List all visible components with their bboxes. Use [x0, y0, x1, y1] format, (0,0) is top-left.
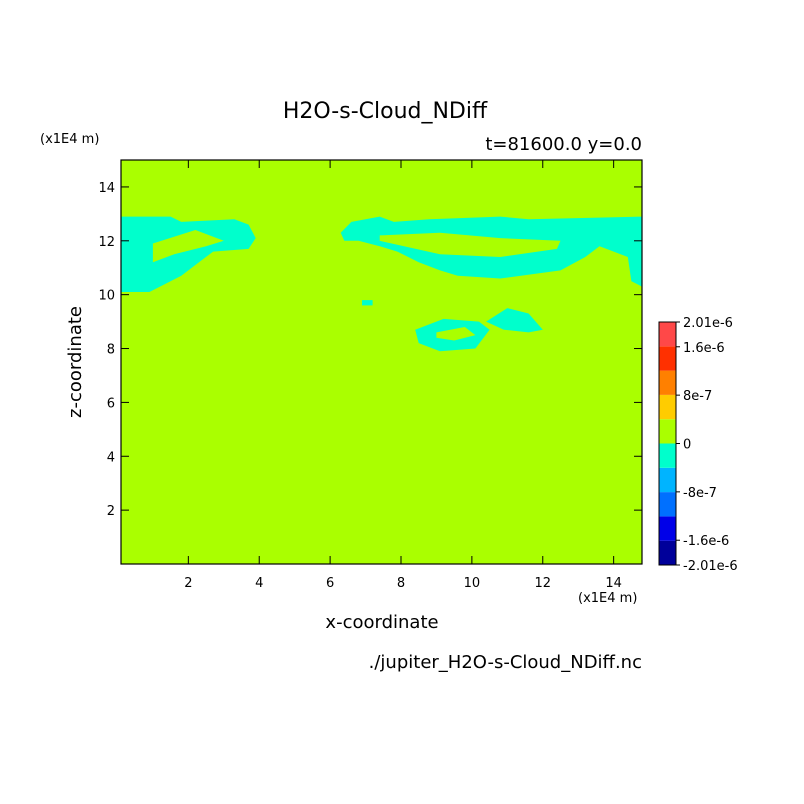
colorbar-label: -2.01e-6 [683, 559, 738, 574]
y-tick-label: 6 [107, 396, 115, 411]
colorbar-label: -8e-7 [683, 486, 717, 501]
colorbar-band [659, 370, 676, 395]
x-tick-label: 2 [184, 576, 192, 591]
colorbar-band [659, 346, 676, 371]
y-tick-label: 12 [98, 235, 115, 250]
colorbar-band [659, 516, 676, 541]
y-tick-label: 8 [107, 343, 115, 358]
chart-title: H2O-s-Cloud_NDiff [283, 99, 488, 124]
file-name: ./jupiter_H2O-s-Cloud_NDiff.nc [369, 652, 642, 673]
chart-subtitle: t=81600.0 y=0.0 [485, 134, 642, 155]
x-tick-label: 8 [397, 576, 405, 591]
y-tick-label: 10 [98, 289, 115, 304]
contour-region [152, 230, 224, 263]
colorbar-label: 0 [683, 438, 691, 453]
colorbar-band [659, 443, 676, 468]
colorbar-label: 8e-7 [683, 389, 712, 404]
y-axis-label: z-coordinate [65, 306, 86, 418]
colorbar-label: 1.6e-6 [683, 341, 725, 356]
x-tick-label: 14 [605, 576, 622, 591]
x-axis-label: x-coordinate [325, 612, 438, 633]
colorbar-band [659, 419, 676, 444]
colorbar-band [659, 394, 676, 420]
colorbar-band [659, 467, 676, 493]
y-tick-label: 14 [98, 181, 115, 196]
colorbar-band [659, 492, 676, 517]
x-unit: (x1E4 m) [578, 591, 637, 606]
colorbar-label: 2.01e-6 [683, 316, 733, 331]
contour-region [436, 327, 476, 341]
y-unit: (x1E4 m) [40, 132, 99, 147]
y-tick-label: 4 [107, 450, 115, 465]
contour-region [121, 216, 256, 292]
x-tick-label: 6 [326, 576, 334, 591]
contour-region [362, 300, 373, 306]
x-tick-label: 4 [255, 576, 263, 591]
plot-frame [120, 159, 643, 565]
contour-region [379, 232, 561, 257]
x-tick-label: 10 [464, 576, 481, 591]
colorbar-label: -1.6e-6 [683, 534, 729, 549]
x-tick-label: 12 [534, 576, 551, 591]
contour-region [486, 308, 543, 333]
colorbar-band [659, 540, 676, 565]
colorbar-band [659, 322, 676, 347]
y-tick-label: 2 [107, 504, 115, 519]
